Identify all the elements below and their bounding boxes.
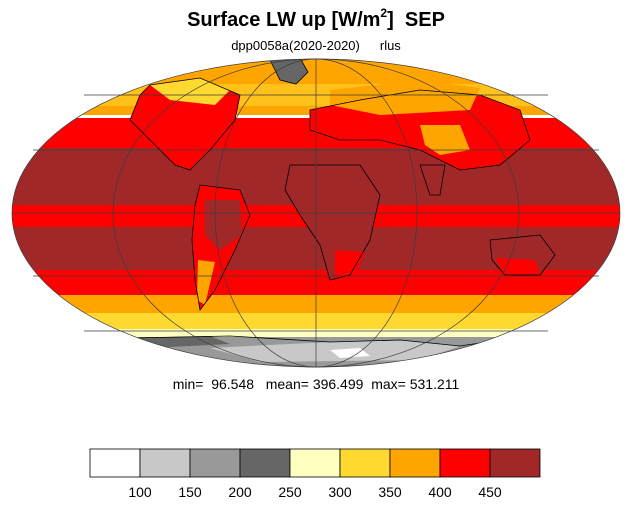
colorbar-tick-label: 400	[428, 484, 452, 500]
title-month: SEP	[404, 9, 445, 31]
colorbar-box	[439, 448, 491, 478]
colorbar-box	[289, 448, 341, 478]
min-value: 96.548	[211, 376, 255, 392]
title-close: ]	[387, 9, 394, 31]
colorbar-tick-label: 450	[478, 484, 502, 500]
north-america-north	[150, 78, 230, 105]
variable-label: rlus	[379, 38, 401, 53]
map-title: Surface LW up [W/m2] SEP	[0, 6, 632, 32]
colorbar-tick-label: 300	[328, 484, 352, 500]
colorbar-box	[239, 448, 291, 478]
world-map	[11, 58, 621, 368]
southern-australia	[495, 258, 540, 275]
colorbar-tick-label: 350	[378, 484, 402, 500]
max-value: 531.211	[409, 376, 460, 392]
greenland-region	[270, 59, 308, 84]
colorbar-box	[339, 448, 391, 478]
graticule	[11, 58, 621, 368]
amazon	[205, 200, 242, 250]
southern-africa	[335, 250, 365, 278]
colorbar-box	[189, 448, 241, 478]
run-label: dpp0058a(2020-2020)	[231, 38, 360, 53]
title-text: Surface LW up [W/m	[187, 9, 381, 31]
stats-line: min= 96.548 mean= 396.499 max= 531.211	[0, 376, 632, 392]
andes	[197, 260, 215, 305]
colorbar-tick-label: 200	[228, 484, 252, 500]
tibet	[420, 125, 470, 155]
colorbar-tick-label: 100	[128, 484, 152, 500]
colorbar-box	[89, 448, 141, 478]
title-superscript: 2	[380, 6, 388, 20]
map-subtitle: dpp0058a(2020-2020) rlus	[0, 38, 632, 53]
india	[420, 165, 445, 195]
colorbar-box	[139, 448, 191, 478]
mean-value: 396.499	[312, 376, 364, 392]
siberia	[330, 80, 480, 115]
colorbar-tick-label: 150	[178, 484, 202, 500]
max-label: max=	[371, 376, 406, 392]
coastlines	[129, 59, 556, 347]
colorbar-tick-label: 250	[278, 484, 302, 500]
mean-label: mean=	[265, 376, 309, 392]
africa	[285, 165, 380, 280]
min-label: min=	[172, 376, 204, 392]
colorbar-box	[489, 448, 541, 478]
antarctica-cold-spot	[330, 348, 370, 358]
colorbar-box	[389, 448, 441, 478]
